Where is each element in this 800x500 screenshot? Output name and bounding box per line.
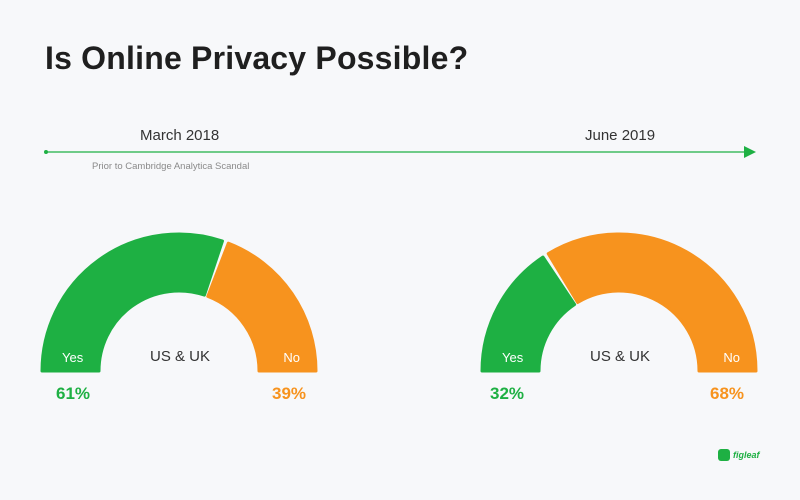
gauge-1-no-segment — [206, 241, 318, 373]
gauge-2-no-label: No — [723, 350, 740, 365]
gauge-1-yes-segment — [40, 232, 224, 373]
gauge-chart-2 — [480, 232, 758, 373]
gauge-2-no-value: 68% — [710, 384, 745, 403]
gauge-2-yes-value: 32% — [490, 384, 525, 403]
gauge-june-2019: Yes US & UK No — [480, 232, 760, 377]
timeline-end-label: June 2019 — [585, 127, 656, 144]
gauge-2-yes-label: Yes — [502, 350, 524, 365]
logo-text: figleaf — [733, 450, 760, 460]
gauge-chart-1 — [40, 232, 318, 373]
figleaf-logo: figleaf — [718, 449, 760, 461]
gauge-1-center-label: US & UK — [149, 348, 210, 365]
gauge-1-no-label: No — [283, 350, 300, 365]
gauge-march-2018: Yes US & UK No — [40, 232, 320, 377]
gauge-2-center-label: US & UK — [589, 348, 650, 365]
gauge-2-no-segment — [546, 232, 758, 373]
timeline-start-label: March 2018 — [140, 127, 220, 144]
timeline-note: Prior to Cambridge Analytica Scandal — [92, 161, 250, 172]
gauge-1-yes-value: 61% — [56, 384, 91, 403]
gauge-2-yes-segment — [480, 255, 577, 373]
timeline — [44, 146, 756, 158]
gauge-1-yes-label: Yes — [62, 350, 84, 365]
gauge-1-no-value: 39% — [272, 384, 307, 403]
timeline-arrow-icon — [744, 146, 756, 158]
figleaf-logo-icon — [718, 449, 730, 461]
page-title: Is Online Privacy Possible? — [45, 40, 469, 76]
